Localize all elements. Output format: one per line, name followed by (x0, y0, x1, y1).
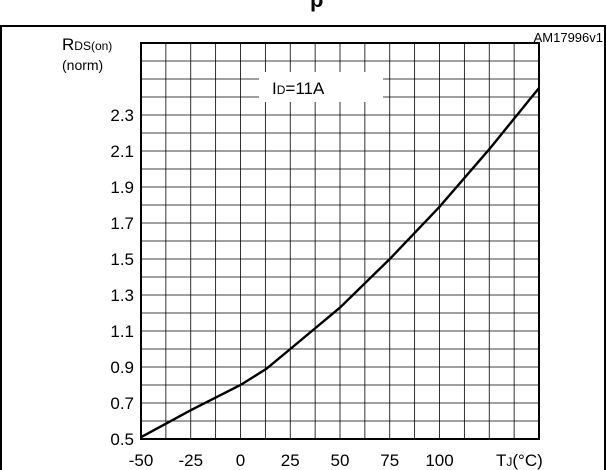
y-tick-label: 2.1 (110, 142, 134, 161)
x-tick-label: 100 (425, 451, 453, 470)
y-tick-label: 2.3 (110, 106, 134, 125)
grid-lines (141, 43, 539, 439)
plot-area-frame (140, 42, 540, 440)
y-axis-title-unit: (norm) (62, 57, 103, 73)
annotation-id-label: ID=11A (272, 79, 325, 98)
x-axis-title: TJ(°C) (496, 451, 543, 470)
y-tick-label: 1.7 (110, 214, 134, 233)
y-tick-label: 0.5 (110, 430, 134, 449)
y-tick-label: 1.5 (110, 250, 134, 269)
x-tick-label: -25 (178, 451, 203, 470)
chart-header-fragment: p (310, 0, 323, 11)
y-tick-label: 1.3 (110, 286, 134, 305)
annotation-background (259, 72, 383, 102)
x-tick-label: 75 (380, 451, 399, 470)
x-tick-label: 50 (331, 451, 350, 470)
y-tick-label: 1.9 (110, 178, 134, 197)
y-tick-label: 0.9 (110, 358, 134, 377)
x-tick-labels: -50 -25 0 25 50 75 100 (129, 451, 454, 470)
y-tick-labels: 0.5 0.7 0.9 1.1 1.3 1.5 1.7 1.9 2.1 2.3 (110, 106, 134, 449)
x-tick-label: -50 (129, 451, 154, 470)
y-tick-label: 0.7 (110, 394, 134, 413)
x-tick-label: 25 (281, 451, 300, 470)
series-line (140, 87, 540, 439)
x-tick-label: 0 (236, 451, 245, 470)
y-tick-label: 1.1 (110, 322, 134, 341)
figure-id: AM17996v1 (534, 30, 603, 45)
y-axis-title: RDS(on) (62, 35, 112, 54)
